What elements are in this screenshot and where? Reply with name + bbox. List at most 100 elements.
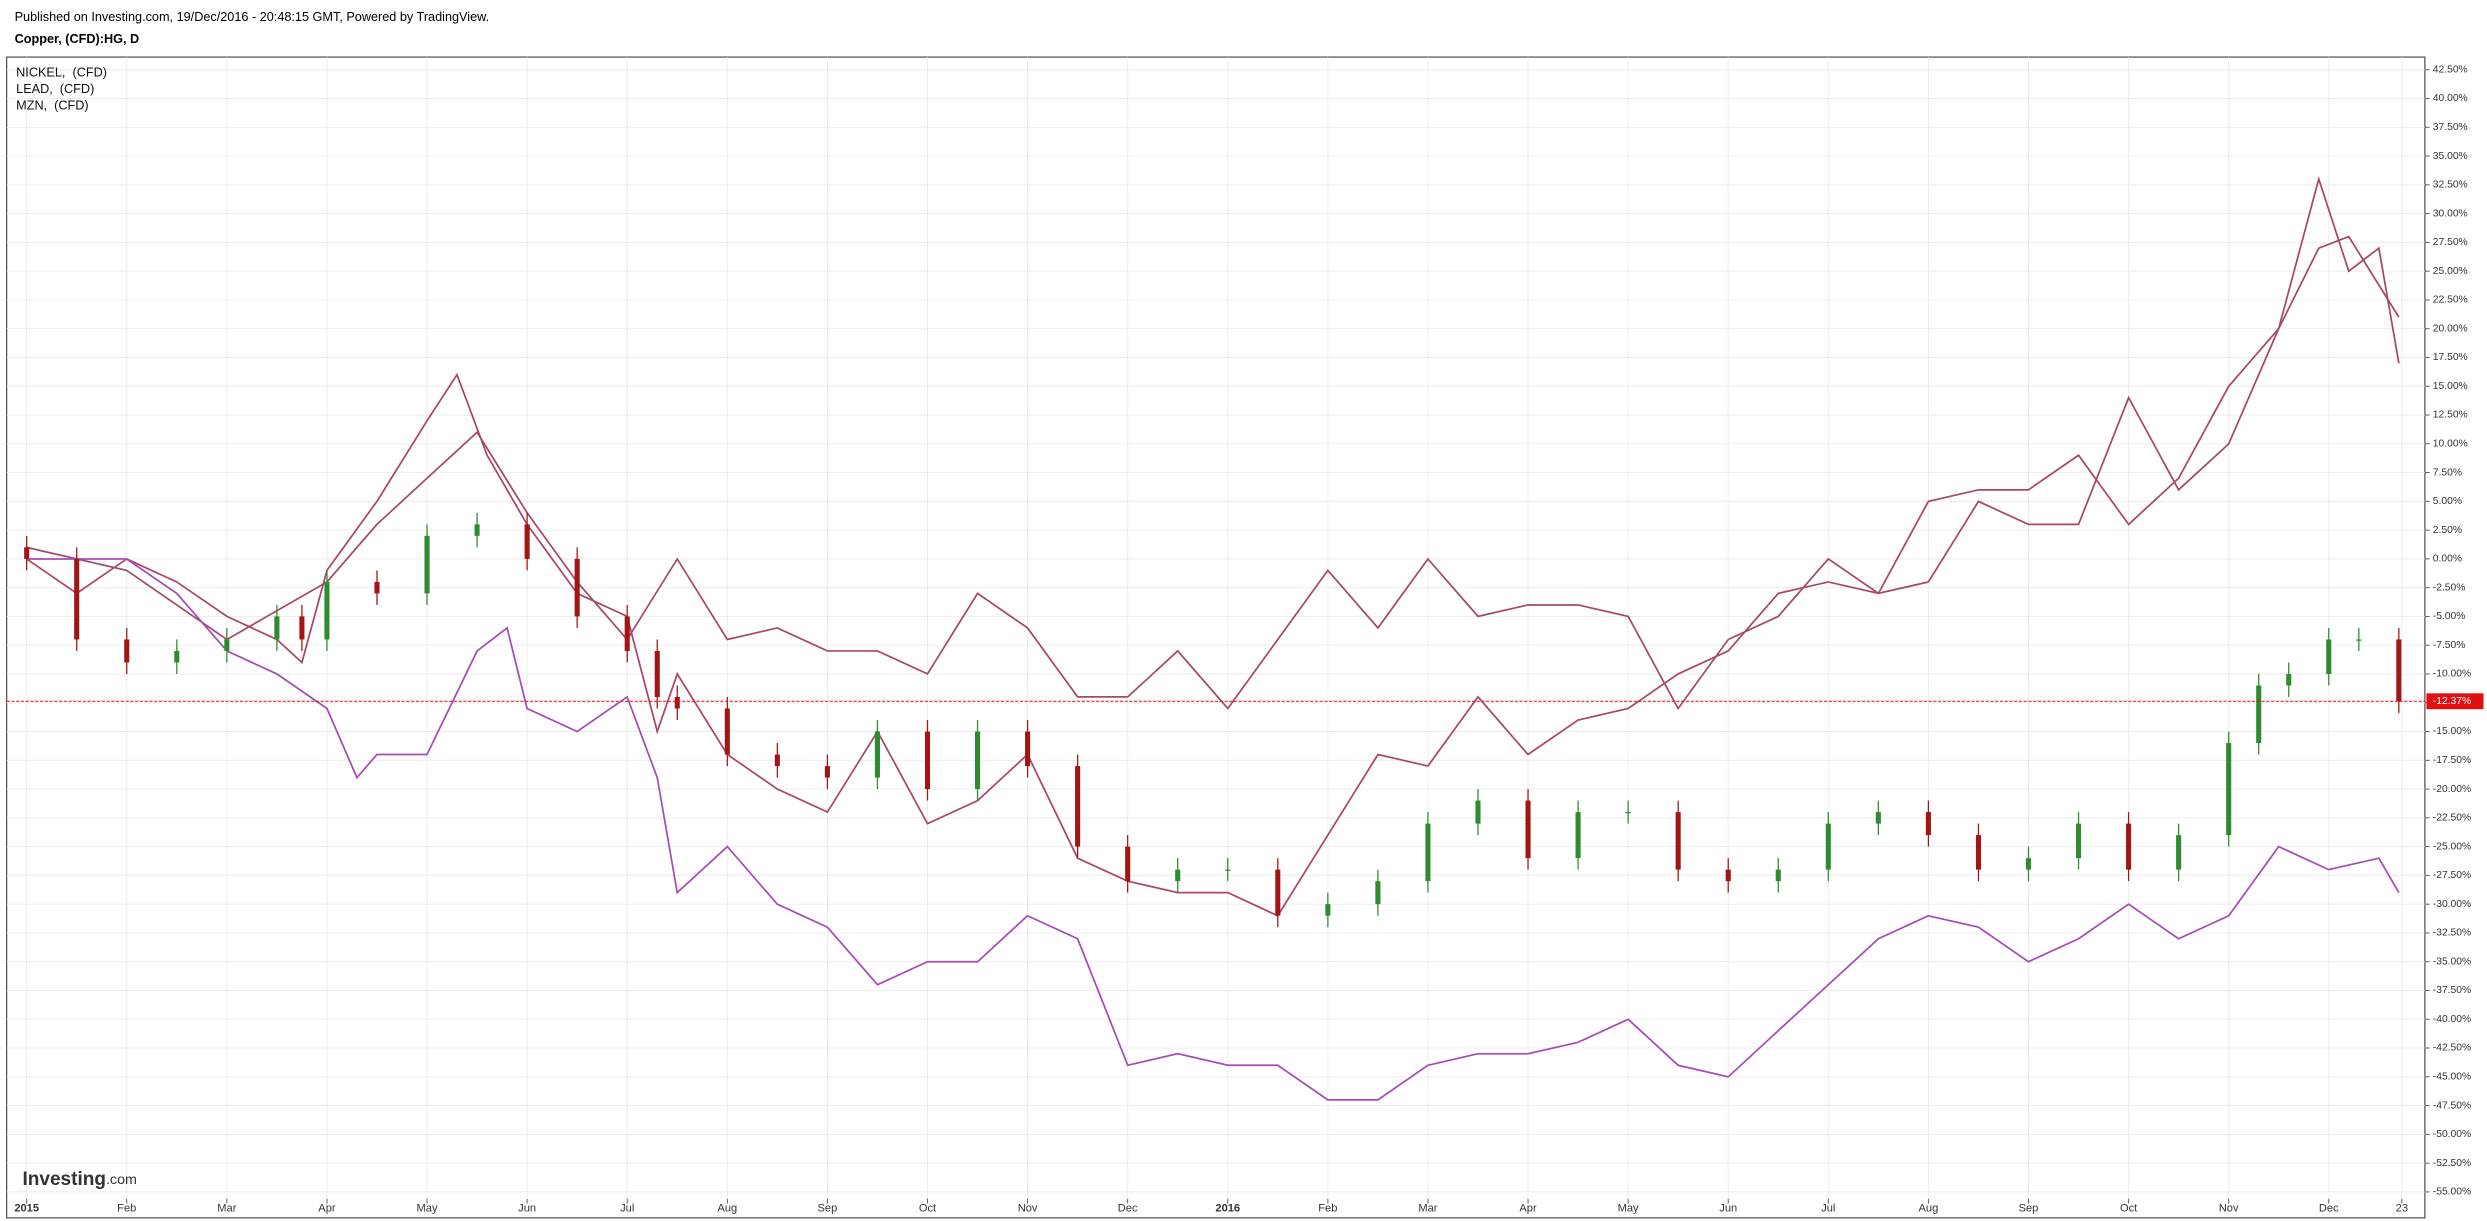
candle-body	[2176, 835, 2182, 870]
y-tick-label: -10.00%	[2433, 669, 2471, 680]
x-tick-label: Aug	[1919, 1202, 1939, 1214]
y-tick-label: 30.00%	[2433, 208, 2468, 219]
candle-body	[774, 754, 780, 767]
last-value-label: -12.37%	[2433, 696, 2471, 707]
candle-body	[2356, 639, 2362, 641]
x-tick-label: Oct	[919, 1202, 936, 1214]
series-line	[26, 558, 2400, 1101]
candle-body	[224, 639, 230, 651]
candle-body	[1425, 823, 1431, 882]
candle-body	[2025, 858, 2032, 870]
candle-body	[654, 650, 660, 697]
candle-body	[1975, 835, 1981, 870]
y-tick-label: -2.50%	[2433, 582, 2466, 593]
candle-body	[1675, 812, 1681, 870]
y-tick-label: 35.00%	[2433, 151, 2468, 162]
x-tick-label: Oct	[2120, 1202, 2137, 1214]
candle-body	[624, 616, 630, 651]
x-tick-label: Nov	[1018, 1202, 1038, 1214]
candle-body	[1875, 812, 1881, 824]
y-tick-label: 22.50%	[2433, 295, 2468, 306]
x-tick-label: 23	[2396, 1202, 2408, 1214]
candle-body	[1125, 846, 1131, 882]
x-tick-label: Jun	[518, 1202, 536, 1214]
candle-body	[674, 696, 680, 709]
y-tick-label: -45.00%	[2433, 1072, 2471, 1083]
candle-body	[1925, 812, 1931, 836]
candle-body	[24, 547, 30, 559]
y-tick-label: -52.50%	[2433, 1158, 2471, 1169]
candle-body	[1525, 800, 1531, 859]
candle-body	[2226, 743, 2232, 836]
y-tick-label: 0.00%	[2433, 554, 2462, 565]
y-tick-label: -25.00%	[2433, 841, 2471, 852]
x-tick-label: May	[417, 1202, 438, 1214]
candle-body	[724, 708, 730, 755]
x-tick-label: Jul	[1821, 1202, 1835, 1214]
plot-frame	[6, 56, 2426, 1219]
y-tick-label: 2.50%	[2433, 525, 2462, 536]
y-tick-label: -40.00%	[2433, 1014, 2471, 1025]
y-tick-label: -30.00%	[2433, 899, 2471, 910]
x-tick-label: Mar	[1418, 1202, 1437, 1214]
candle-body	[924, 731, 931, 790]
x-tick-label: Jul	[620, 1202, 634, 1214]
x-tick-label: Apr	[318, 1202, 336, 1214]
y-tick-label: 12.50%	[2433, 410, 2468, 421]
candle-body	[2396, 639, 2402, 702]
candle-body	[974, 731, 981, 790]
x-tick-label: 2016	[1215, 1202, 1240, 1214]
y-tick-label: 42.50%	[2433, 64, 2468, 75]
legend-entry: MZN, (CFD)	[16, 99, 89, 113]
candle-body	[1275, 869, 1281, 916]
candle-body	[524, 524, 530, 559]
legend-entry: NICKEL, (CFD)	[16, 65, 107, 79]
x-tick-label: Jun	[1719, 1202, 1737, 1214]
x-tick-label: Feb	[1318, 1202, 1337, 1214]
candle-body	[274, 616, 280, 640]
y-tick-label: -32.50%	[2433, 928, 2471, 939]
candle-body	[2286, 673, 2292, 686]
x-tick-label: Dec	[2319, 1202, 2339, 1214]
y-tick-label: 5.00%	[2433, 496, 2462, 507]
x-tick-label: Sep	[818, 1202, 838, 1214]
candle-body	[1075, 766, 1081, 847]
candle-body	[1175, 869, 1181, 882]
y-tick-label: -7.50%	[2433, 640, 2466, 651]
x-tick-label: May	[1618, 1202, 1639, 1214]
x-tick-label: Aug	[717, 1202, 737, 1214]
y-tick-label: -42.50%	[2433, 1043, 2471, 1054]
y-tick-label: 32.50%	[2433, 180, 2468, 191]
candle-body	[1225, 869, 1231, 871]
y-tick-label: -17.50%	[2433, 755, 2471, 766]
y-tick-label: -27.50%	[2433, 870, 2471, 881]
y-tick-label: 20.00%	[2433, 323, 2468, 334]
candle-body	[1375, 881, 1381, 905]
candle-body	[1575, 812, 1581, 859]
candle-body	[1325, 904, 1331, 916]
y-tick-label: -47.50%	[2433, 1100, 2471, 1111]
y-tick-label: 25.00%	[2433, 266, 2468, 277]
candle-body	[1625, 812, 1631, 814]
y-tick-label: 15.00%	[2433, 381, 2468, 392]
candle-body	[1775, 869, 1781, 882]
candle-body	[2256, 685, 2262, 744]
candle-body	[424, 535, 430, 594]
y-tick-label: 37.50%	[2433, 122, 2468, 133]
logo: Investing.com	[23, 1169, 137, 1190]
candle-body	[174, 650, 180, 663]
y-tick-label: -55.00%	[2433, 1187, 2471, 1198]
logo-suffix: .com	[106, 1172, 137, 1188]
x-tick-label: 2015	[14, 1202, 39, 1214]
x-tick-label: Sep	[2019, 1202, 2039, 1214]
x-tick-label: Mar	[217, 1202, 236, 1214]
candle-body	[1475, 800, 1481, 824]
y-tick-label: -35.00%	[2433, 956, 2471, 967]
y-tick-label: 7.50%	[2433, 467, 2462, 478]
published-note: Published on Investing.com, 19/Dec/2016 …	[15, 10, 490, 24]
y-tick-label: -20.00%	[2433, 784, 2471, 795]
candle-body	[1025, 731, 1031, 767]
candle-body	[2076, 823, 2082, 859]
last-value-box	[2426, 693, 2484, 710]
